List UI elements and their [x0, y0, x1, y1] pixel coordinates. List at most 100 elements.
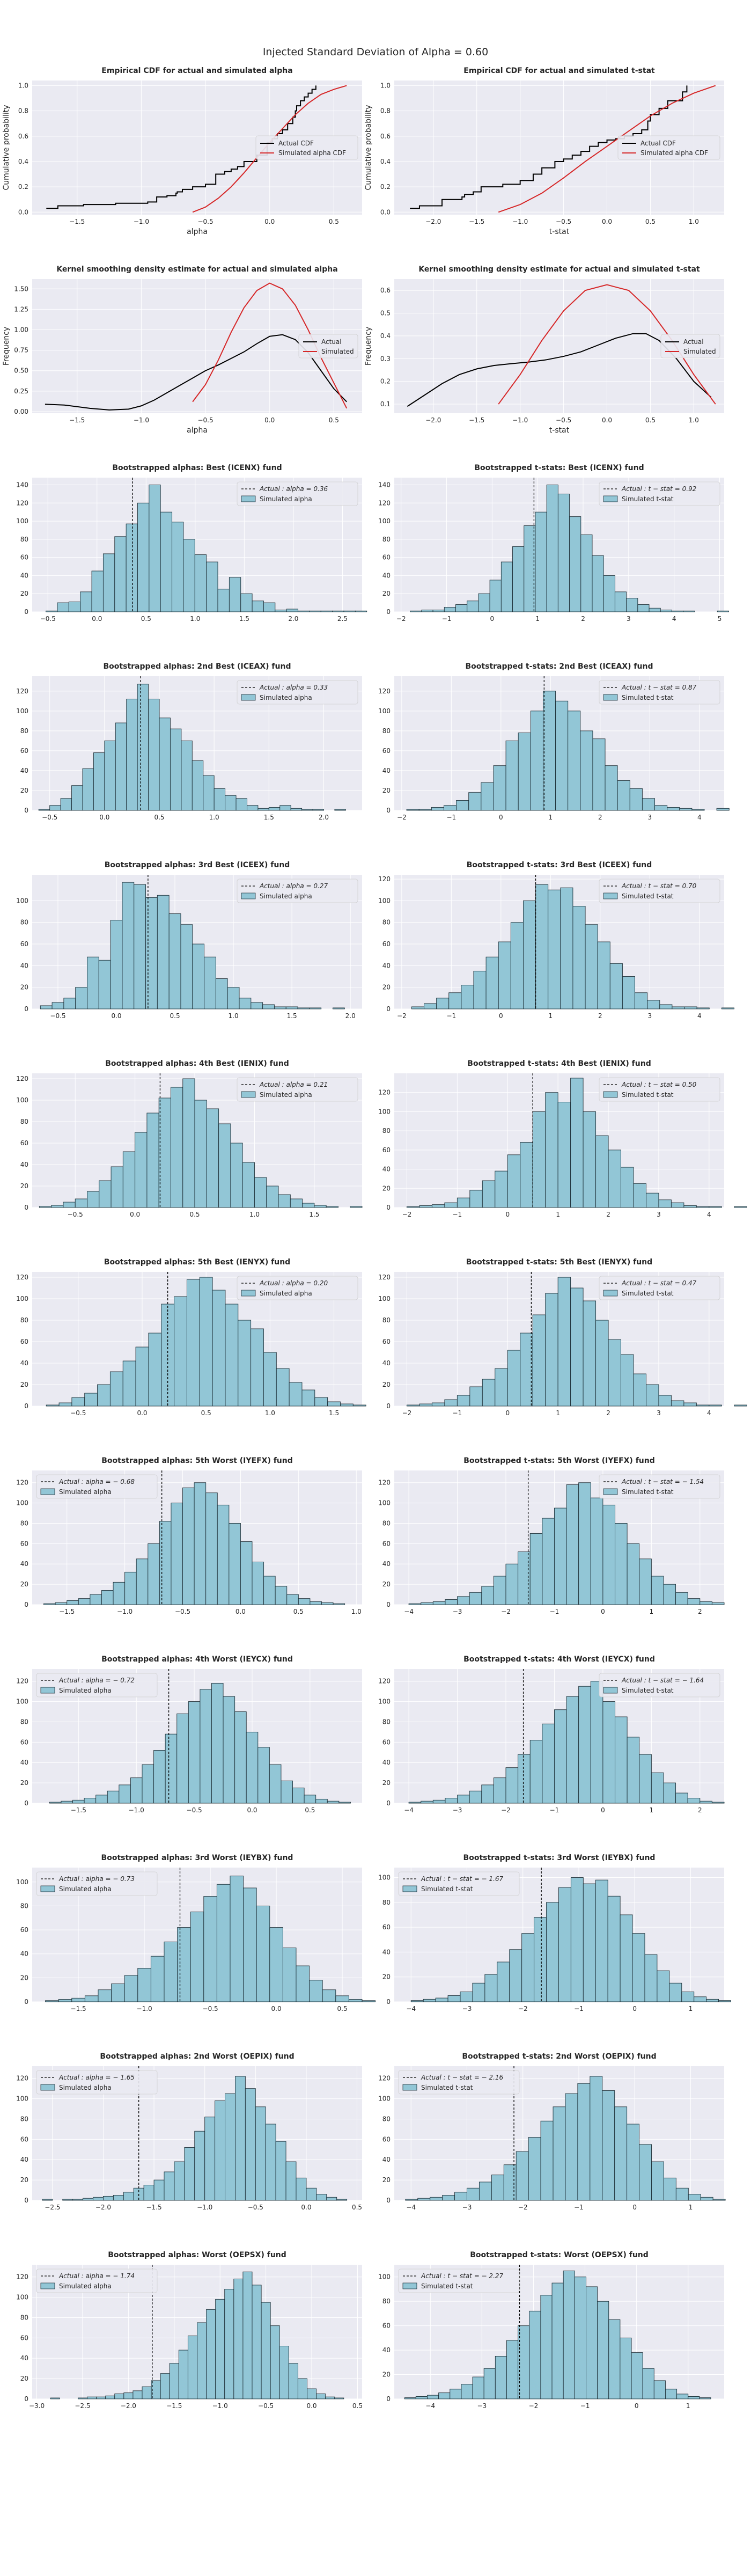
histogram-bar [444, 607, 456, 612]
y-tick-label: 80 [382, 536, 391, 543]
histogram-bar [629, 788, 643, 811]
histogram-bar [421, 1801, 433, 1804]
y-tick-label: 20 [20, 787, 28, 794]
x-tick-label: 0.5 [293, 1608, 304, 1615]
histogram-bar [285, 2161, 297, 2201]
x-tick-label: −1 [453, 1211, 462, 1218]
histogram-bar [149, 485, 161, 612]
x-tick-label: 1.5 [287, 1012, 297, 1020]
x-tick-label: −2.0 [95, 2204, 111, 2211]
x-tick-label: −4 [406, 2204, 416, 2211]
histogram-bar [454, 2192, 467, 2201]
histogram-bar [314, 1205, 327, 1208]
legend-entry-simulated: Simulated alpha [59, 1488, 112, 1496]
chart-panel-2: Empirical CDF for actual and simulated t… [364, 67, 724, 236]
histogram-bar [660, 610, 672, 612]
y-tick-label: 0 [386, 1402, 391, 1410]
histogram-bar [444, 805, 457, 811]
histogram-bar [178, 2350, 188, 2399]
histogram-bar [595, 1135, 609, 1208]
histogram-bar [469, 1790, 482, 1804]
histogram-bar [142, 1764, 154, 1804]
histogram-bar [445, 1599, 458, 1605]
histogram-bar [448, 992, 462, 1009]
histogram-bar [473, 970, 487, 1009]
chart-panel-5: Bootstrapped alphas: Best (ICENX) fund −0… [16, 464, 367, 623]
histogram-bar [478, 2182, 492, 2201]
histogram-bar [493, 1777, 506, 1804]
x-tick-label: 1 [689, 2204, 693, 2211]
x-tick-label: 0.0 [602, 218, 612, 225]
y-tick-label: 80 [20, 2115, 28, 2123]
legend-entry-actual: Actual : t − stat = 0.70 [621, 882, 697, 890]
x-tick-label: 1 [650, 1806, 654, 1814]
legend-bar-swatch [402, 2084, 417, 2091]
histogram-bar [160, 2373, 170, 2399]
legend-entry-simulated: Simulated t-stat [622, 1091, 674, 1099]
histogram-bar [435, 1997, 448, 2002]
histogram-bar [194, 1482, 207, 1605]
x-tick-label: −1.5 [469, 416, 484, 424]
histogram-bar [71, 1397, 85, 1407]
y-tick-label: 60 [20, 554, 28, 561]
y-tick-label: 60 [382, 2135, 391, 2143]
x-tick-label: 0.0 [235, 1608, 246, 1615]
chart-legend: Actual : t − stat = 0.92 Simulated t-stat [599, 481, 720, 506]
histogram-bar [546, 1902, 559, 2002]
histogram-bar [103, 2196, 114, 2201]
x-tick-label: 1 [556, 1211, 560, 1218]
histogram-bar [286, 1594, 299, 1605]
x-tick-label: −0.5 [248, 2204, 263, 2211]
histogram-bar [438, 2392, 451, 2399]
chart-title: Bootstrapped alphas: 4th Best (IENIX) fu… [105, 1059, 289, 1068]
x-tick-label: −4 [404, 1608, 414, 1615]
histogram-bar [683, 1205, 697, 1208]
legend-entry-simulated: Simulated alpha [260, 892, 312, 900]
chart-title: Bootstrapped t-stats: 4th Best (IENIX) f… [467, 1059, 651, 1068]
histogram-bar [67, 1600, 79, 1605]
histogram-bar [132, 2390, 143, 2399]
y-tick-label: 0 [24, 608, 28, 616]
x-tick-label: 2 [698, 1806, 702, 1814]
x-tick-label: −0.5 [40, 615, 56, 623]
y-tick-label: 60 [382, 1738, 391, 1746]
histogram-bar [84, 1798, 97, 1804]
histogram-bar [570, 1078, 584, 1208]
x-tick-label: −0.5 [68, 1211, 83, 1218]
x-tick-label: −3 [477, 2402, 487, 2410]
legend-entry-actual: Actual : t − stat = 0.87 [621, 684, 697, 691]
chart-panel-23: Bootstrapped alphas: Worst (OEPSX) fund −… [16, 2251, 363, 2410]
histogram-bar [529, 1533, 543, 1605]
legend-box [599, 1276, 720, 1300]
histogram-bar [42, 2199, 53, 2201]
histogram-bar [620, 1914, 633, 2002]
x-tick-label: 1.0 [229, 1012, 239, 1020]
histogram-bar [71, 1997, 85, 2002]
legend-entry-simulated: Simulated alpha [260, 495, 312, 503]
histogram-bar [87, 1191, 100, 1208]
legend-entry: Actual [683, 338, 704, 346]
x-tick-label: −1.5 [59, 1608, 75, 1615]
histogram-bar [269, 1927, 283, 2002]
y-tick-label: 80 [20, 536, 28, 543]
histogram-bar [457, 1596, 470, 1605]
histogram-bar [321, 1602, 334, 1605]
histogram-bar [136, 1558, 149, 1605]
histogram-bar [40, 1005, 53, 1009]
histogram-bar [95, 1795, 108, 1804]
chart-title: Bootstrapped alphas: 2nd Worst (OEPIX) f… [100, 2052, 294, 2061]
histogram-bar [343, 610, 356, 612]
histogram-bar [711, 1802, 725, 1804]
x-tick-label: −4 [406, 2005, 416, 2012]
histogram-bar [304, 1795, 316, 1804]
histogram-bar [431, 807, 444, 811]
y-tick-label: 20 [20, 1974, 28, 1981]
histogram-bar [642, 798, 655, 811]
histogram-bar [275, 610, 287, 612]
histogram-bar [687, 1598, 701, 1605]
y-tick-label: 80 [382, 2297, 391, 2305]
x-tick-label: 1 [548, 1012, 553, 1020]
histogram-bar [554, 1507, 567, 1605]
x-tick-label: −0.5 [197, 218, 213, 225]
